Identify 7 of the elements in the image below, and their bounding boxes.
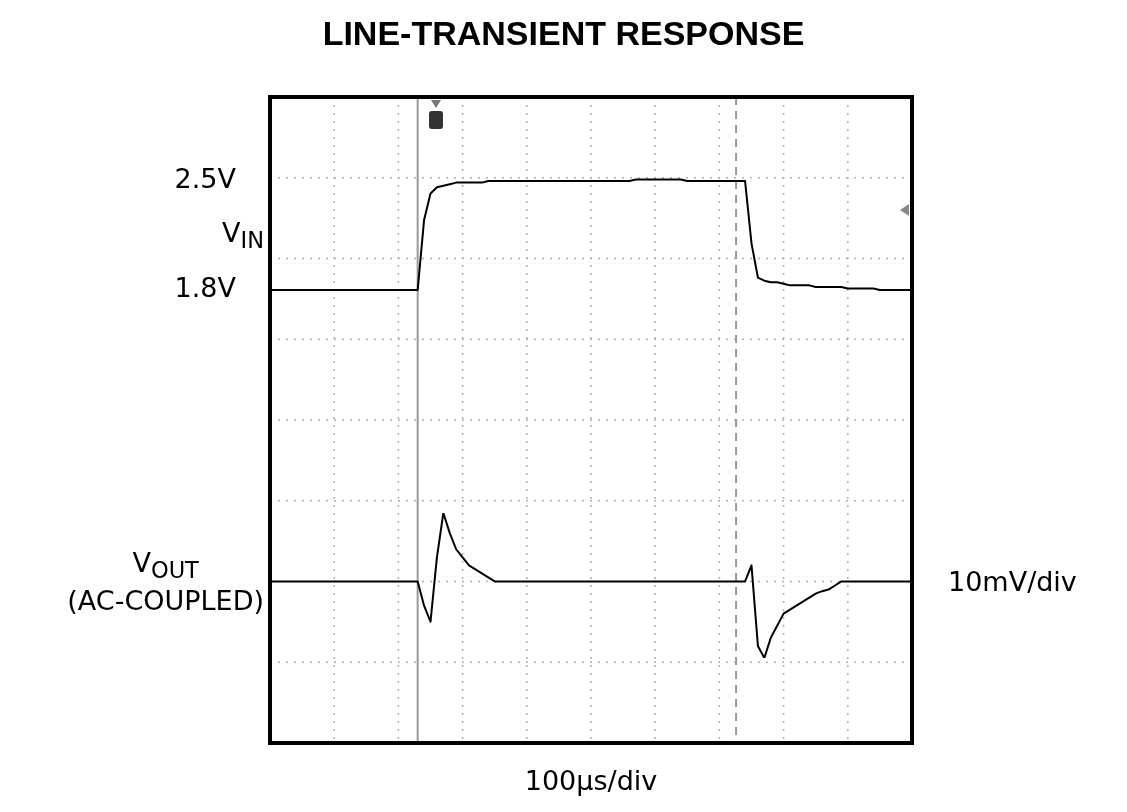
y-tick-label: 1.8V <box>174 272 237 304</box>
y-axis-title: 10mV/div <box>948 565 1077 597</box>
x-axis-title: 100µs/div <box>523 765 659 796</box>
series-label: V$_{IN}$ <box>222 217 264 255</box>
series-label: V$_{OUT}$ (AC-COUPLED) <box>67 547 264 616</box>
y-tick-label: 2.5V <box>174 163 237 195</box>
chart-title: LINE-TRANSIENT RESPONSE <box>321 14 806 53</box>
